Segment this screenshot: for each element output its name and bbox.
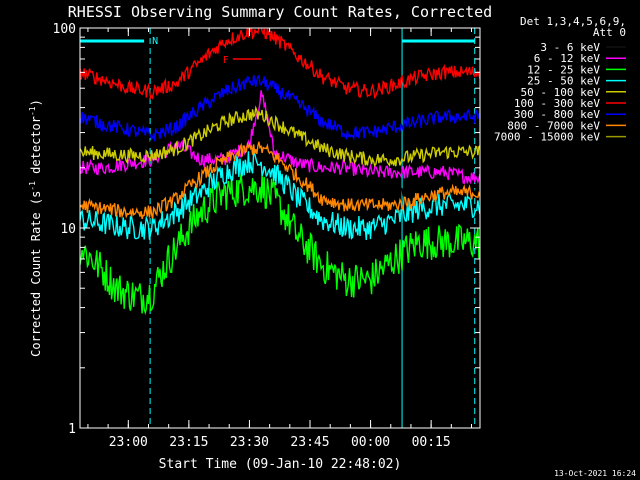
- night-label: N: [152, 36, 158, 47]
- series-layer: [80, 28, 480, 316]
- series-line-6: [80, 74, 480, 142]
- series-line-0: [127, 110, 480, 202]
- legend-header-1: Att 0: [593, 26, 626, 39]
- legend-entry-0: 3 - 6 keV: [540, 41, 600, 54]
- series-line-4: [80, 105, 480, 167]
- y-axis-label-mid: detector: [29, 116, 43, 181]
- legend-entry-6: 300 - 800 keV: [514, 108, 600, 121]
- y-axis-label: Corrected Count Rate (s-1 detector-1): [28, 99, 43, 357]
- y-axis-label-sup1: -1: [28, 181, 37, 191]
- x-tick-label-1: 23:15: [169, 435, 208, 450]
- legend-header-0: Det 1,3,4,5,6,9,: [520, 15, 626, 28]
- legend-entry-7: 800 - 7000 keV: [507, 119, 600, 132]
- x-tick-label-3: 23:45: [290, 435, 329, 450]
- flare-label: F: [223, 55, 229, 66]
- series-line-2: [80, 173, 480, 316]
- axes: 1 10 100 23:00 23:15 23:30 23:45 00:00 00:15: [53, 22, 481, 450]
- series-line-5: [80, 28, 480, 101]
- x-tick-label-2: 23:30: [230, 435, 269, 450]
- y-tick-label-1: 10: [60, 222, 76, 237]
- x-tick-label-5: 00:15: [412, 435, 451, 450]
- x-axis-label: Start Time (09-Jan-10 22:48:02): [159, 457, 402, 472]
- legend-entry-5: 100 - 300 keV: [514, 97, 600, 110]
- footer-timestamp: 13-Oct-2021 16:24: [554, 469, 636, 478]
- legend-entry-1: 6 - 12 keV: [534, 52, 601, 65]
- series-line-3: [80, 149, 480, 241]
- series-line-7: [80, 141, 480, 220]
- y-axis-label-sup2: -1: [28, 106, 37, 116]
- chart-title: RHESSI Observing Summary Count Rates, Co…: [68, 3, 492, 21]
- x-tick-label-4: 00:00: [351, 435, 390, 450]
- legend-entry-8: 7000 - 15000 keV: [494, 131, 600, 144]
- legend-entry-3: 25 - 50 keV: [527, 75, 600, 88]
- x-tick-label-0: 23:00: [109, 435, 148, 450]
- y-tick-label-0: 1: [68, 422, 76, 437]
- y-axis-label-main: Corrected Count Rate (s: [29, 191, 43, 357]
- legend-entry-2: 12 - 25 keV: [527, 63, 600, 76]
- y-axis-label-end: ): [29, 99, 43, 106]
- y-tick-label-2: 100: [53, 22, 76, 37]
- legend-entry-4: 50 - 100 keV: [521, 86, 601, 99]
